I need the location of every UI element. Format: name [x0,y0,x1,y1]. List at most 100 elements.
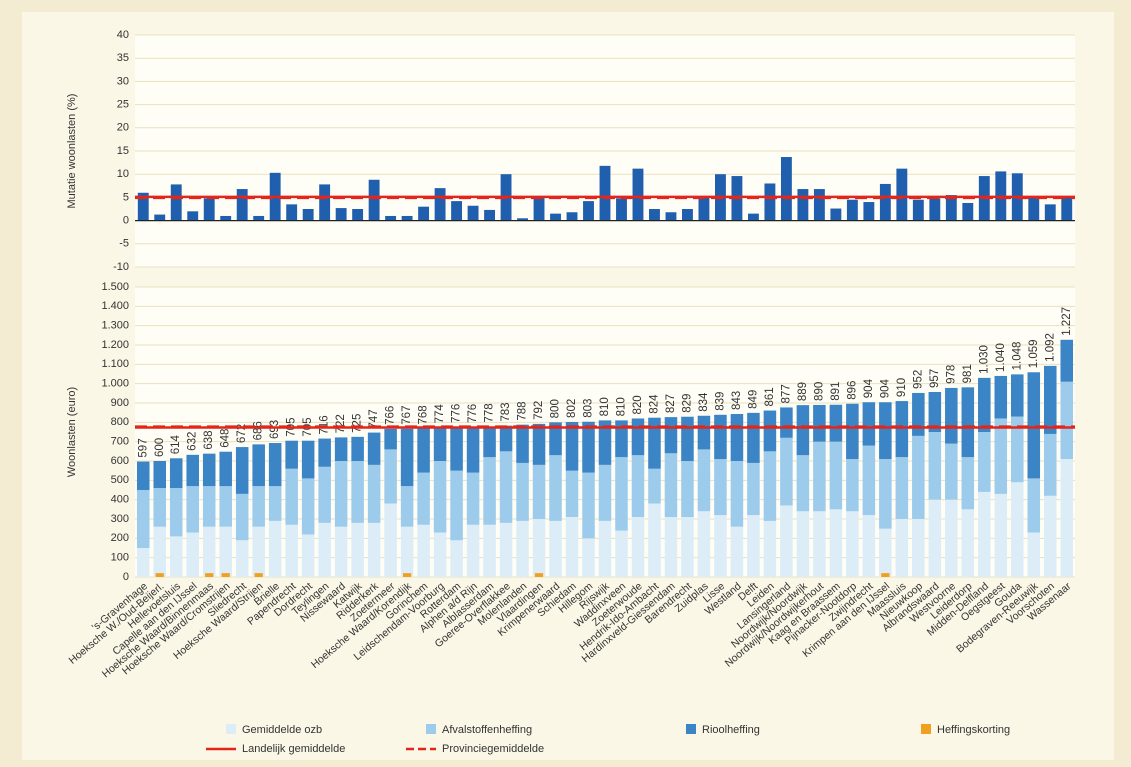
bar-segment [648,468,661,504]
bar-segment [681,461,694,518]
bar [863,202,875,221]
bar-segment [582,538,595,577]
bar [533,197,545,221]
bar-segment [252,526,265,577]
bar-segment [961,387,975,458]
bar-segment [153,461,167,489]
bar-segment [400,486,414,527]
bar-segment [400,526,414,577]
bar-segment [895,457,909,519]
bar-segment [136,548,150,577]
total-label: 896 [846,381,858,400]
bar-segment [862,402,876,446]
y-tick-label: 5 [123,191,129,203]
bar [352,209,364,221]
discount-bar [254,573,263,577]
total-label: 890 [813,382,825,401]
discount-bar [221,573,230,577]
bar-segment [417,428,430,473]
bar [632,168,644,221]
total-label: 776 [451,404,463,423]
bar [335,208,347,221]
bar-segment [136,461,150,490]
bar-segment [169,458,183,489]
bar [698,197,710,221]
bar-segment [598,464,612,521]
bar [434,188,446,221]
legend-label: Landelijk gemiddelde [242,743,345,755]
bar-segment [235,540,249,577]
total-label: 877 [780,384,792,403]
bar-segment [730,414,744,461]
y-tick-label: 1.000 [101,378,129,390]
y-tick-label: -10 [113,261,129,273]
bar-segment [549,455,562,521]
bar-segment [796,511,810,577]
bar-segment [648,417,661,469]
bar-segment [978,377,991,432]
bar-segment [433,532,447,577]
y-tick-label: 400 [111,494,129,506]
bar-segment [714,515,727,577]
discount-bar [881,573,890,577]
bar-segment [235,447,249,494]
total-label: 827 [665,394,677,413]
bar-segment [631,418,645,456]
total-label: 686 [253,421,265,440]
bar-segment [417,472,430,525]
bar-segment [928,391,942,432]
bar-segment [582,472,595,539]
y-tick-label: 100 [111,552,129,564]
total-label: 776 [467,404,479,423]
y-tick-label: 0 [123,215,129,227]
y-tick-label: 500 [111,474,129,486]
bar-segment [912,435,925,519]
bar [945,195,957,221]
bar-segment [664,417,678,454]
y-tick-label: 0 [123,571,129,583]
bar-segment [598,520,612,577]
bar-segment [367,464,381,523]
bar-segment [582,421,595,473]
bar-segment [285,440,298,469]
bar-segment [829,404,843,442]
total-label: 952 [912,370,924,389]
bar-segment [928,499,942,577]
bar-segment [252,486,265,527]
bar-segment [681,416,694,461]
discount-bar [534,573,544,577]
bar-segment [153,526,167,577]
total-label: 1.227 [1061,307,1073,336]
bar-segment [1011,416,1024,483]
bar-segment [202,486,216,527]
total-label: 783 [500,402,512,421]
bar-segment [367,432,381,465]
y-tick-label: 700 [111,436,129,448]
bar-segment [813,511,826,577]
bar-segment [912,392,925,436]
total-label: 1.048 [1011,342,1023,371]
y-tick-label: 10 [117,168,129,180]
bar [962,202,974,221]
bar-segment [136,490,150,548]
bar-segment [945,443,958,500]
bar-segment [945,387,958,444]
bar-segment [813,441,826,512]
total-label: 810 [616,397,628,416]
legend-swatch [426,724,436,734]
bar-segment [351,461,364,523]
bar-segment [450,426,463,471]
bar-segment [565,470,579,518]
bar-segment [879,459,892,529]
legend-label: Provinciegemiddelde [442,743,544,755]
bar-segment [862,445,876,516]
bar [797,189,809,221]
total-label: 632 [187,432,199,451]
bar [154,214,166,221]
bar-segment [285,468,298,525]
bar-segment [384,428,397,450]
bar-segment [961,457,975,510]
legend-label: Heffingskorting [937,724,1010,736]
bar-segment [153,488,167,527]
y-tick-label: 1.100 [101,358,129,370]
